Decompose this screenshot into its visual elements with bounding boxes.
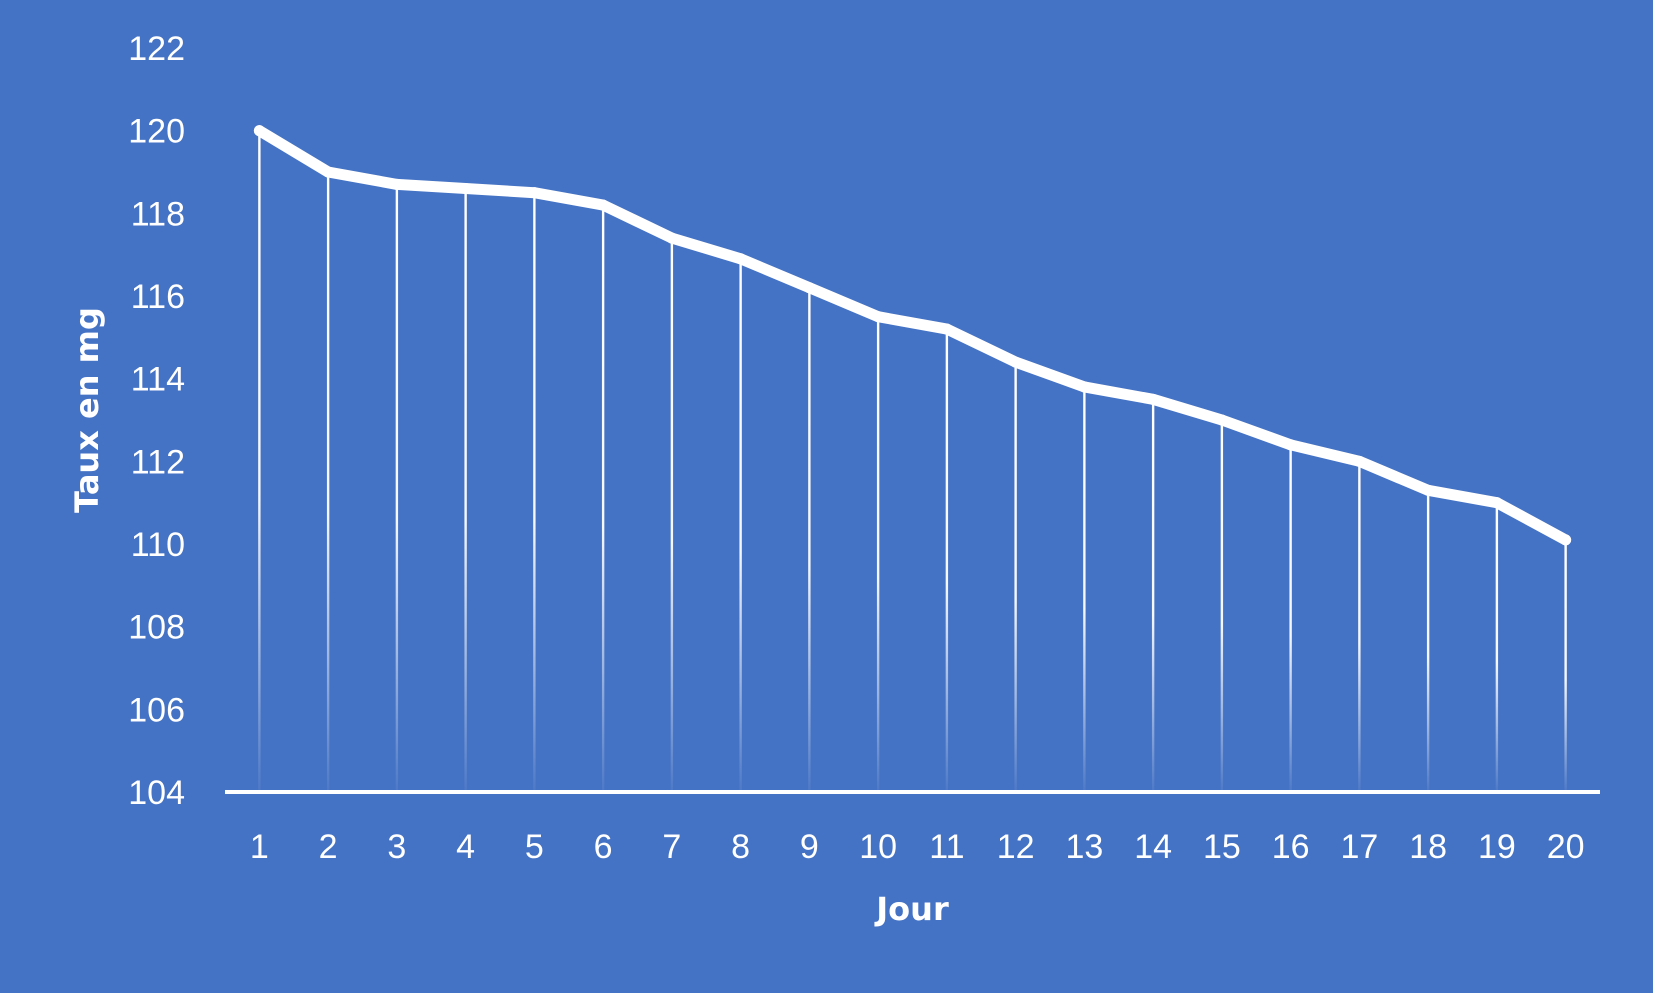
data-point [1078, 381, 1090, 393]
y-tick-label: 108 [128, 609, 185, 647]
y-tick-label: 118 [131, 195, 185, 233]
x-axis-ticks: 1 2 3 4 5 6 7 8 9 10 11 12 13 14 15 16 17 18 19 20 [250, 828, 1585, 866]
drop-line [1014, 362, 1017, 792]
data-point [872, 311, 884, 323]
drop-line [670, 238, 674, 793]
x-tick-label: 4 [456, 828, 475, 866]
y-tick-label: 120 [128, 113, 185, 151]
data-point [322, 166, 334, 178]
data-point [460, 183, 472, 195]
drop-line [1083, 386, 1086, 792]
x-tick-label: 12 [997, 828, 1035, 866]
drop-line [395, 184, 399, 792]
x-tick-label: 6 [594, 828, 613, 866]
drop-line [1151, 399, 1155, 792]
data-point [735, 253, 747, 265]
x-tick-label: 1 [250, 828, 269, 866]
data-point [803, 282, 815, 294]
series-line [253, 125, 1572, 546]
y-axis-title: Taux en mg [68, 307, 106, 513]
drop-line [258, 130, 261, 792]
data-point [1353, 455, 1365, 467]
drop-line [464, 188, 467, 793]
x-tick-label: 18 [1409, 828, 1447, 866]
data-point [1216, 414, 1228, 426]
x-tick-label: 7 [662, 828, 681, 866]
y-tick-label: 116 [131, 278, 185, 316]
x-tick-label: 17 [1340, 828, 1378, 866]
data-point [666, 232, 678, 244]
data-point [1010, 356, 1022, 368]
data-point [1147, 393, 1159, 405]
y-tick-label: 112 [131, 443, 185, 481]
y-tick-label: 114 [131, 361, 185, 399]
y-tick-label: 106 [128, 691, 185, 729]
x-tick-label: 15 [1203, 828, 1241, 866]
data-point [941, 323, 953, 335]
drop-line [1220, 420, 1224, 792]
drop-line [601, 205, 605, 793]
drop-lines [258, 130, 1567, 793]
series [253, 125, 1572, 546]
drop-line [533, 192, 536, 792]
drop-line [1358, 461, 1361, 792]
y-tick-label: 110 [131, 526, 185, 564]
drop-line [1289, 444, 1292, 792]
drop-line [326, 172, 330, 792]
data-point [253, 125, 265, 137]
drop-line [876, 316, 880, 792]
y-axis-ticks: 104 106 108 110 112 114 116 118 120 122 [128, 30, 185, 812]
x-tick-label: 9 [800, 828, 819, 866]
x-axis-title: Jour [874, 890, 949, 928]
x-tick-label: 19 [1478, 828, 1516, 866]
drop-line [1564, 539, 1567, 792]
x-tick-label: 2 [319, 828, 338, 866]
drop-line [808, 287, 811, 792]
x-tick-label: 16 [1272, 828, 1310, 866]
data-point [528, 187, 540, 199]
data-point [391, 178, 403, 190]
data-point [1491, 497, 1503, 509]
y-tick-label: 122 [128, 30, 185, 68]
x-tick-label: 5 [525, 828, 544, 866]
x-tick-label: 11 [929, 828, 964, 866]
drop-line [1426, 490, 1430, 792]
y-tick-label: 104 [128, 774, 185, 812]
data-point [1285, 439, 1297, 451]
x-tick-label: 13 [1065, 828, 1103, 866]
x-tick-label: 14 [1134, 828, 1172, 866]
x-tick-label: 20 [1547, 828, 1585, 866]
drop-line [739, 258, 742, 792]
x-tick-label: 10 [859, 828, 897, 866]
x-tick-label: 8 [731, 828, 750, 866]
data-point [597, 199, 609, 211]
drop-line [1495, 502, 1499, 792]
data-point [1560, 534, 1572, 546]
data-point [1422, 484, 1434, 496]
x-tick-label: 3 [387, 828, 406, 866]
drop-line [945, 329, 949, 792]
